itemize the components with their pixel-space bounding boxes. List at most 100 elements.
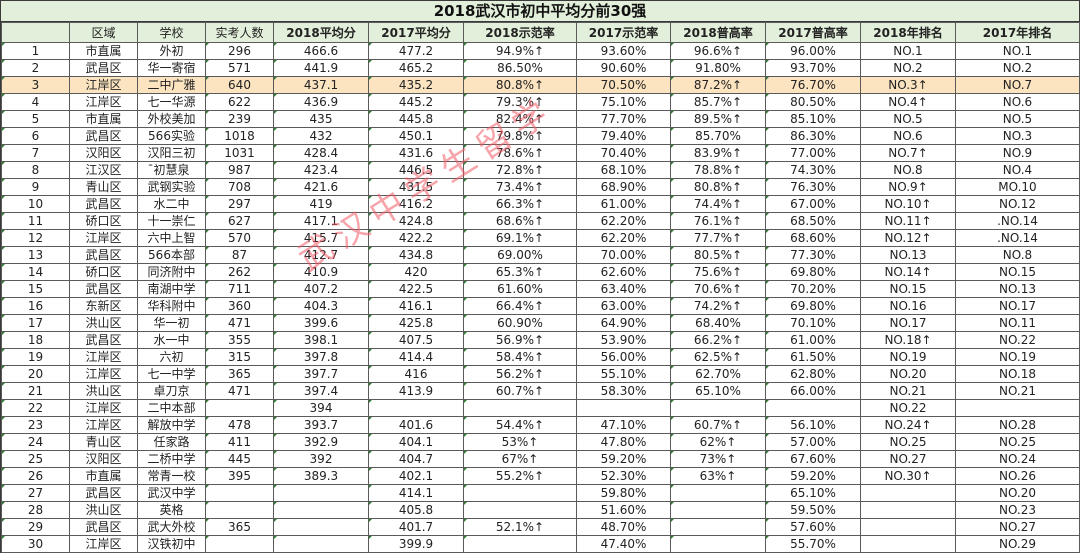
cell-district[interactable]: 武昌区 <box>69 518 138 536</box>
cell-highschool-rate-2018[interactable]: 62%↑ <box>670 433 766 451</box>
cell-rank[interactable]: 20 <box>1 365 70 383</box>
cell-rank-2018[interactable] <box>860 535 956 553</box>
cell-exam-count[interactable] <box>205 484 274 502</box>
cell-rank-2017[interactable]: NO.25 <box>955 433 1080 451</box>
cell-model-rate-2017[interactable]: 62.20% <box>576 229 671 247</box>
cell-highschool-rate-2017[interactable]: 80.50% <box>765 93 861 111</box>
cell-avg-2017[interactable]: 399.9 <box>368 535 464 553</box>
cell-highschool-rate-2017[interactable]: 65.10% <box>765 484 861 502</box>
cell-rank-2018[interactable]: NO.14↑ <box>860 263 956 281</box>
cell-school[interactable]: ̄初慧泉 <box>137 161 206 179</box>
cell-school[interactable]: 汉阳三初 <box>137 144 206 162</box>
cell-rank-2018[interactable]: NO.27 <box>860 450 956 468</box>
cell-avg-2018[interactable]: 398.1 <box>273 331 369 349</box>
cell-rank-2017[interactable]: NO.28 <box>955 416 1080 434</box>
cell-rank-2017[interactable]: NO.23 <box>955 501 1080 519</box>
cell-model-rate-2017[interactable]: 62.20% <box>576 212 671 230</box>
cell-school[interactable]: 常青一校 <box>137 467 206 485</box>
cell-rank-2018[interactable]: NO.12↑ <box>860 229 956 247</box>
cell-district[interactable]: 洪山区 <box>69 382 138 400</box>
cell-model-rate-2018[interactable] <box>463 484 577 502</box>
cell-rank[interactable]: 6 <box>1 127 70 145</box>
cell-avg-2018[interactable] <box>273 484 369 502</box>
cell-rank[interactable]: 18 <box>1 331 70 349</box>
cell-district[interactable]: 江岸区 <box>69 365 138 383</box>
cell-model-rate-2017[interactable]: 52.30% <box>576 467 671 485</box>
cell-highschool-rate-2017[interactable]: 61.50% <box>765 348 861 366</box>
cell-rank[interactable]: 19 <box>1 348 70 366</box>
cell-district[interactable]: 硚口区 <box>69 212 138 230</box>
cell-exam-count[interactable]: 315 <box>205 348 274 366</box>
cell-model-rate-2017[interactable]: 61.00% <box>576 195 671 213</box>
cell-avg-2018[interactable]: 435 <box>273 110 369 128</box>
cell-exam-count[interactable]: 627 <box>205 212 274 230</box>
cell-highschool-rate-2018[interactable] <box>670 501 766 519</box>
cell-school[interactable]: 解放中学 <box>137 416 206 434</box>
cell-exam-count[interactable]: 622 <box>205 93 274 111</box>
cell-rank[interactable]: 30 <box>1 535 70 553</box>
cell-rank-2018[interactable]: NO.1 <box>860 42 956 60</box>
cell-rank-2018[interactable]: NO.15 <box>860 280 956 298</box>
cell-model-rate-2018[interactable]: 73.4%↑ <box>463 178 577 196</box>
cell-district[interactable]: 江岸区 <box>69 416 138 434</box>
cell-model-rate-2017[interactable]: 47.80% <box>576 433 671 451</box>
cell-district[interactable]: 洪山区 <box>69 501 138 519</box>
cell-rank[interactable]: 1 <box>1 42 70 60</box>
cell-school[interactable]: 十一崇仁 <box>137 212 206 230</box>
cell-district[interactable]: 江岸区 <box>69 93 138 111</box>
cell-district[interactable]: 江岸区 <box>69 76 138 94</box>
cell-rank-2018[interactable]: NO.16 <box>860 297 956 315</box>
cell-rank-2017[interactable]: NO.22 <box>955 331 1080 349</box>
cell-school[interactable]: 武汉中学 <box>137 484 206 502</box>
cell-district[interactable]: 江岸区 <box>69 229 138 247</box>
cell-rank-2017[interactable]: NO.9 <box>955 144 1080 162</box>
cell-school[interactable]: 卓刀京 <box>137 382 206 400</box>
cell-rank[interactable]: 12 <box>1 229 70 247</box>
cell-exam-count[interactable]: 708 <box>205 178 274 196</box>
cell-highschool-rate-2017[interactable]: 56.10% <box>765 416 861 434</box>
cell-model-rate-2018[interactable]: 69.00% <box>463 246 577 264</box>
cell-avg-2017[interactable]: 445.2 <box>368 93 464 111</box>
cell-highschool-rate-2017[interactable]: 55.70% <box>765 535 861 553</box>
cell-rank-2017[interactable]: NO.8 <box>955 246 1080 264</box>
cell-rank[interactable]: 15 <box>1 280 70 298</box>
cell-rank[interactable]: 22 <box>1 399 70 417</box>
cell-avg-2018[interactable]: 415.7 <box>273 229 369 247</box>
cell-school[interactable]: 华科附中 <box>137 297 206 315</box>
cell-rank[interactable]: 13 <box>1 246 70 264</box>
cell-exam-count[interactable] <box>205 535 274 553</box>
cell-model-rate-2018[interactable]: 61.60% <box>463 280 577 298</box>
cell-rank-2018[interactable]: NO.20 <box>860 365 956 383</box>
cell-highschool-rate-2018[interactable]: 80.8%↑ <box>670 178 766 196</box>
cell-rank-2017[interactable]: NO.6 <box>955 93 1080 111</box>
cell-model-rate-2018[interactable]: 52.1%↑ <box>463 518 577 536</box>
cell-model-rate-2017[interactable]: 90.60% <box>576 59 671 77</box>
cell-rank[interactable]: 28 <box>1 501 70 519</box>
cell-highschool-rate-2017[interactable]: 68.60% <box>765 229 861 247</box>
cell-avg-2018[interactable] <box>273 535 369 553</box>
cell-school[interactable]: 七一中学 <box>137 365 206 383</box>
cell-district[interactable]: 武昌区 <box>69 59 138 77</box>
cell-avg-2017[interactable]: 414.1 <box>368 484 464 502</box>
cell-rank-2017[interactable]: NO.5 <box>955 110 1080 128</box>
cell-school[interactable]: 南湖中学 <box>137 280 206 298</box>
cell-district[interactable]: 江岸区 <box>69 535 138 553</box>
cell-rank[interactable]: 26 <box>1 467 70 485</box>
cell-rank-2017[interactable]: NO.17 <box>955 297 1080 315</box>
cell-avg-2017[interactable]: 434.8 <box>368 246 464 264</box>
cell-avg-2017[interactable]: 446.5 <box>368 161 464 179</box>
cell-rank-2018[interactable] <box>860 518 956 536</box>
cell-avg-2018[interactable]: 394 <box>273 399 369 417</box>
cell-rank[interactable]: 16 <box>1 297 70 315</box>
cell-model-rate-2018[interactable]: 54.4%↑ <box>463 416 577 434</box>
cell-exam-count[interactable]: 711 <box>205 280 274 298</box>
cell-avg-2017[interactable]: 465.2 <box>368 59 464 77</box>
cell-district[interactable]: 洪山区 <box>69 314 138 332</box>
cell-school[interactable]: 水一中 <box>137 331 206 349</box>
cell-highschool-rate-2018[interactable] <box>670 518 766 536</box>
cell-highschool-rate-2017[interactable]: 93.70% <box>765 59 861 77</box>
cell-avg-2018[interactable] <box>273 518 369 536</box>
cell-rank-2018[interactable]: NO.13 <box>860 246 956 264</box>
cell-model-rate-2017[interactable]: 48.70% <box>576 518 671 536</box>
cell-highschool-rate-2017[interactable]: 69.80% <box>765 263 861 281</box>
